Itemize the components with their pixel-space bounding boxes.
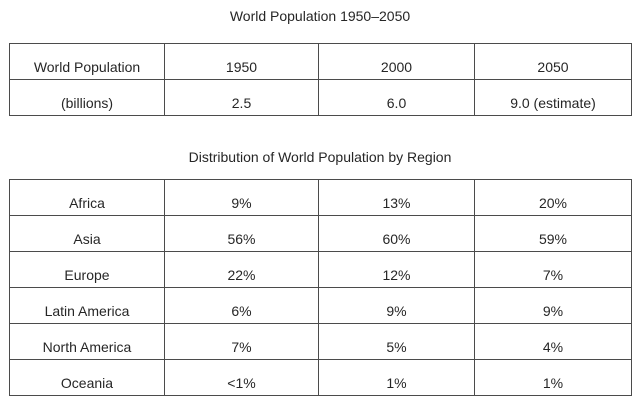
population-value-cell: 2.5 [164,79,319,116]
region-row: Oceania <1% 1% 1% [9,359,632,396]
percentage-cell: 12% [318,251,475,288]
row-label-cell: World Population [9,43,165,80]
population-header-row: World Population 1950 2000 2050 [9,43,632,80]
region-name-cell: Oceania [9,359,165,396]
year-header-cell: 2000 [318,43,475,80]
region-row: Asia 56% 60% 59% [9,215,632,252]
region-table-title: Distribution of World Population by Regi… [188,149,452,165]
region-name-cell: North America [9,323,165,360]
percentage-cell: 7% [474,251,632,288]
percentage-cell: 60% [318,215,475,252]
population-table-title: World Population 1950–2050 [229,8,411,24]
population-value-cell: 6.0 [318,79,475,116]
region-name-cell: Europe [9,251,165,288]
percentage-cell: 59% [474,215,632,252]
percentage-cell: 7% [164,323,319,360]
population-table: World Population 1950 2000 2050 (billion… [9,43,632,116]
percentage-cell: 56% [164,215,319,252]
year-header-cell: 1950 [164,43,319,80]
region-name-cell: Asia [9,215,165,252]
percentage-cell: <1% [164,359,319,396]
percentage-cell: 9% [318,287,475,324]
region-row: Latin America 6% 9% 9% [9,287,632,324]
population-values-row: (billions) 2.5 6.0 9.0 (estimate) [9,79,632,116]
percentage-cell: 20% [474,179,632,216]
region-row: Africa 9% 13% 20% [9,179,632,216]
population-value-cell: 9.0 (estimate) [474,79,632,116]
percentage-cell: 22% [164,251,319,288]
percentage-cell: 1% [318,359,475,396]
percentage-cell: 5% [318,323,475,360]
percentage-cell: 9% [474,287,632,324]
percentage-cell: 6% [164,287,319,324]
region-name-cell: Latin America [9,287,165,324]
region-table: Africa 9% 13% 20% Asia 56% 60% 59% Europ… [9,179,632,396]
percentage-cell: 13% [318,179,475,216]
percentage-cell: 9% [164,179,319,216]
year-header-cell: 2050 [474,43,632,80]
units-label-cell: (billions) [9,79,165,116]
region-row: North America 7% 5% 4% [9,323,632,360]
region-row: Europe 22% 12% 7% [9,251,632,288]
percentage-cell: 1% [474,359,632,396]
percentage-cell: 4% [474,323,632,360]
region-name-cell: Africa [9,179,165,216]
